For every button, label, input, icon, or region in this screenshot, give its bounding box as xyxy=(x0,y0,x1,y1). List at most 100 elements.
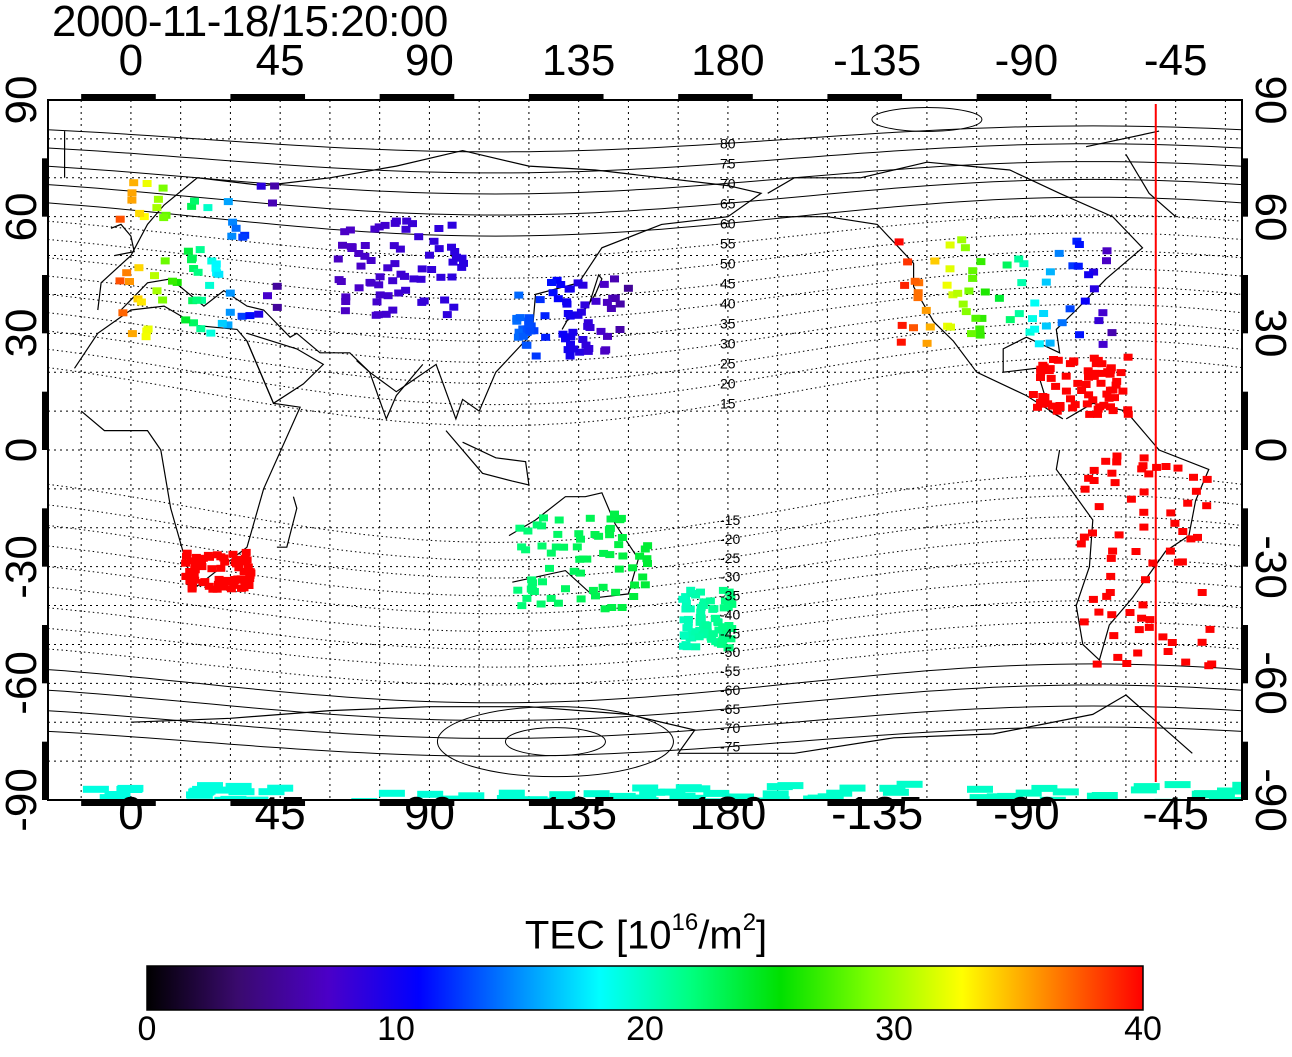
longitude-tick-label: 0 xyxy=(118,787,144,839)
contour-label: 40 xyxy=(720,295,736,311)
tec-cell xyxy=(599,280,609,288)
tec-cell xyxy=(122,269,132,277)
tec-cell xyxy=(270,182,280,190)
tec-cell xyxy=(416,275,426,283)
tec-cell xyxy=(623,284,633,292)
frame-tick xyxy=(976,800,1052,806)
tec-cell xyxy=(900,281,910,289)
tec-cell xyxy=(1080,297,1090,305)
tec-cell xyxy=(1193,533,1202,541)
tec-cell xyxy=(1069,357,1079,365)
tec-cell xyxy=(225,289,235,297)
tec-measurement-cells xyxy=(82,179,1242,800)
contour-line xyxy=(48,161,1242,195)
frame-tick xyxy=(42,508,48,567)
tec-cell xyxy=(569,567,579,575)
tec-cell xyxy=(243,563,253,571)
contour-line xyxy=(48,621,1242,668)
tec-cell xyxy=(957,236,967,244)
tec-cell xyxy=(232,555,241,563)
tec-cell xyxy=(1139,454,1149,462)
latitude-tick-label: -60 xyxy=(1246,651,1292,716)
tec-cell xyxy=(1089,477,1099,484)
tec-cell xyxy=(604,526,614,534)
tec-cell xyxy=(1098,309,1108,317)
tec-cell xyxy=(160,257,170,265)
latitude-tick-label: -30 xyxy=(1246,534,1292,599)
tec-cell xyxy=(513,586,523,594)
tec-cell xyxy=(1084,373,1093,381)
tec-cell xyxy=(525,327,535,335)
south-pole-contour xyxy=(504,727,606,757)
tec-cell xyxy=(600,605,610,613)
tec-cell xyxy=(1193,790,1220,798)
tec-cell xyxy=(1108,386,1118,394)
contour-label: 25 xyxy=(720,355,736,371)
tec-cell xyxy=(1074,241,1084,248)
tec-cell xyxy=(521,546,531,554)
tec-cell xyxy=(1041,322,1051,330)
tec-cell xyxy=(425,251,434,259)
tec-cell xyxy=(554,516,564,524)
tec-cell xyxy=(574,530,584,538)
tec-cell xyxy=(238,233,248,241)
tec-cell xyxy=(578,281,588,289)
contour-label: 70 xyxy=(720,175,736,191)
tec-cell xyxy=(1088,396,1098,404)
tec-cell xyxy=(373,311,383,319)
tec-cell xyxy=(354,284,364,292)
tec-cell xyxy=(682,624,692,632)
tec-cell xyxy=(1048,402,1057,410)
tec-cell xyxy=(1088,595,1098,603)
latitude-tick-label: -60 xyxy=(0,651,46,716)
tec-cell xyxy=(459,259,468,267)
contour-label: -35 xyxy=(720,588,740,604)
tec-cell xyxy=(272,282,282,290)
contour-label: 45 xyxy=(720,275,736,291)
tec-cell xyxy=(417,790,444,798)
tec-cell xyxy=(1103,368,1113,376)
tec-cell xyxy=(1089,466,1099,474)
tec-cell xyxy=(971,314,981,322)
tec-cell xyxy=(409,275,419,283)
tec-cell xyxy=(617,534,627,541)
tec-cell xyxy=(980,288,990,296)
tec-cell xyxy=(447,273,457,281)
tec-cell xyxy=(366,257,376,264)
tec-cell xyxy=(681,599,691,607)
tec-cell xyxy=(561,585,570,593)
tec-cell xyxy=(1090,369,1100,377)
tec-cell xyxy=(1107,469,1117,477)
tec-cell xyxy=(921,306,931,314)
tec-cell xyxy=(559,543,569,551)
tec-cell xyxy=(724,622,734,629)
tec-cell xyxy=(1054,249,1064,257)
tec-cell xyxy=(635,552,645,560)
tec-cell xyxy=(360,252,370,260)
coastline xyxy=(74,305,301,588)
tec-cell xyxy=(1108,547,1118,555)
tec-cell xyxy=(1105,589,1115,596)
tec-cell xyxy=(1030,299,1040,307)
tec-cell xyxy=(699,598,709,606)
latitude-tick-label: 0 xyxy=(1246,437,1292,463)
tec-cell xyxy=(614,541,624,549)
tec-cell xyxy=(1044,367,1054,375)
tec-cell xyxy=(1113,653,1123,661)
tec-cell xyxy=(1096,379,1106,387)
tec-cell xyxy=(718,623,728,631)
tec-cell xyxy=(558,330,568,338)
tec-cell xyxy=(192,296,202,304)
tec-cell xyxy=(896,338,906,346)
tec-cell xyxy=(1015,789,1042,797)
tec-cell xyxy=(1178,528,1188,535)
tec-cell xyxy=(222,576,232,584)
tec-cell xyxy=(1122,660,1132,667)
tec-cell xyxy=(1217,787,1242,795)
tec-cell xyxy=(724,588,734,596)
contour-label: 20 xyxy=(720,375,736,391)
contour-label: 75 xyxy=(720,155,736,171)
tec-cell xyxy=(632,784,659,792)
tec-cell xyxy=(961,308,971,316)
tec-cell xyxy=(948,291,958,299)
